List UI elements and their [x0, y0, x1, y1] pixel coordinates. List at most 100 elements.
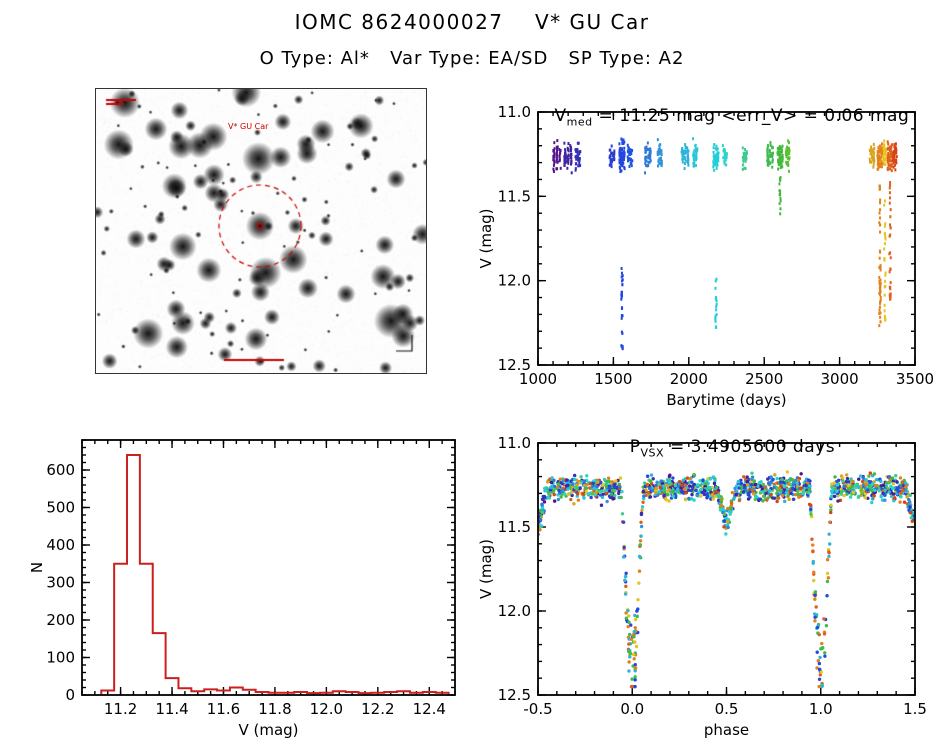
- data-point: [632, 635, 636, 639]
- data-point: [781, 155, 784, 159]
- data-point: [712, 146, 715, 150]
- data-point: [569, 479, 573, 484]
- data-point: [627, 158, 630, 162]
- data-point: [736, 479, 741, 484]
- data-point: [768, 148, 771, 152]
- data-point: [585, 474, 589, 478]
- data-point: [564, 154, 567, 158]
- data-point: [864, 477, 868, 482]
- data-point: [788, 146, 791, 150]
- data-point: [639, 524, 644, 529]
- data-point: [887, 163, 890, 167]
- data-point: [569, 155, 572, 159]
- data-point: [540, 503, 544, 507]
- data-point: [725, 519, 730, 524]
- data-point: [692, 472, 696, 477]
- data-point: [566, 156, 569, 160]
- data-point: [610, 160, 613, 164]
- data-point: [662, 490, 667, 494]
- x-tick-label: 11.6: [207, 700, 240, 718]
- data-point: [743, 155, 746, 159]
- data-point: [742, 159, 745, 163]
- data-point: [883, 293, 886, 297]
- data-point: [822, 632, 827, 636]
- data-point: [769, 475, 773, 479]
- data-point: [730, 490, 735, 495]
- data-point: [573, 477, 577, 482]
- data-point: [761, 499, 765, 503]
- data-point: [699, 494, 703, 498]
- data-point: [626, 143, 629, 147]
- data-point: [612, 496, 616, 501]
- data-point: [714, 154, 717, 158]
- data-point: [815, 650, 819, 654]
- data-point: [898, 476, 903, 480]
- data-point: [624, 571, 628, 575]
- data-point: [890, 169, 893, 173]
- data-point: [714, 319, 717, 323]
- data-point: [879, 315, 882, 319]
- data-point: [621, 331, 624, 335]
- data-point: [617, 482, 621, 487]
- data-points-layer: [552, 137, 898, 351]
- data-point: [832, 494, 837, 499]
- data-point: [680, 483, 684, 488]
- data-point: [778, 177, 781, 181]
- phase-title: PVSX = 3.4905600 days: [538, 417, 915, 459]
- data-point: [694, 488, 698, 493]
- data-point: [686, 146, 689, 150]
- data-point: [732, 496, 736, 501]
- data-point: [889, 152, 892, 156]
- data-point: [563, 141, 566, 145]
- data-point: [705, 494, 710, 499]
- data-point: [711, 475, 716, 479]
- data-point: [815, 625, 820, 630]
- data-point: [660, 159, 663, 163]
- data-point: [605, 479, 610, 484]
- data-point: [796, 478, 800, 483]
- data-point: [869, 152, 872, 156]
- data-point: [712, 165, 715, 169]
- data-point: [761, 482, 766, 487]
- data-point: [743, 157, 746, 161]
- data-point: [578, 486, 582, 491]
- data-point: [859, 488, 864, 492]
- data-point: [889, 256, 892, 260]
- data-point: [780, 150, 783, 154]
- data-point: [671, 489, 675, 494]
- data-point: [564, 148, 567, 152]
- data-point: [872, 472, 877, 476]
- lightcurve-plot: 1000 1500 2000 2500 3000 3500 11.0 11.5 12.0 12.5…: [477, 103, 934, 409]
- data-point: [555, 158, 558, 162]
- x-tick-label: 1500: [594, 370, 632, 388]
- data-point: [621, 555, 626, 559]
- data-point: [578, 157, 581, 161]
- y-tick-label: 12.5: [498, 356, 531, 374]
- data-point: [628, 152, 631, 156]
- data-point: [580, 480, 584, 484]
- data-point: [786, 156, 789, 160]
- data-point: [872, 155, 875, 159]
- data-point: [640, 505, 645, 509]
- data-point: [743, 147, 746, 151]
- data-point: [741, 167, 744, 171]
- data-point: [618, 476, 623, 480]
- x-tick-label: 1.5: [903, 700, 927, 718]
- data-point: [885, 155, 888, 159]
- data-point: [905, 495, 909, 499]
- data-point: [879, 295, 882, 299]
- data-point: [637, 581, 641, 585]
- data-point: [887, 147, 890, 151]
- data-point: [569, 145, 572, 149]
- data-point: [883, 257, 886, 261]
- data-point: [574, 148, 577, 152]
- data-point: [776, 496, 781, 500]
- data-point: [866, 496, 870, 500]
- data-point: [784, 153, 787, 157]
- data-point: [880, 161, 883, 165]
- data-point: [883, 149, 886, 153]
- data-point: [614, 479, 618, 483]
- data-point: [879, 268, 882, 272]
- data-point: [716, 494, 720, 498]
- data-point: [715, 308, 718, 312]
